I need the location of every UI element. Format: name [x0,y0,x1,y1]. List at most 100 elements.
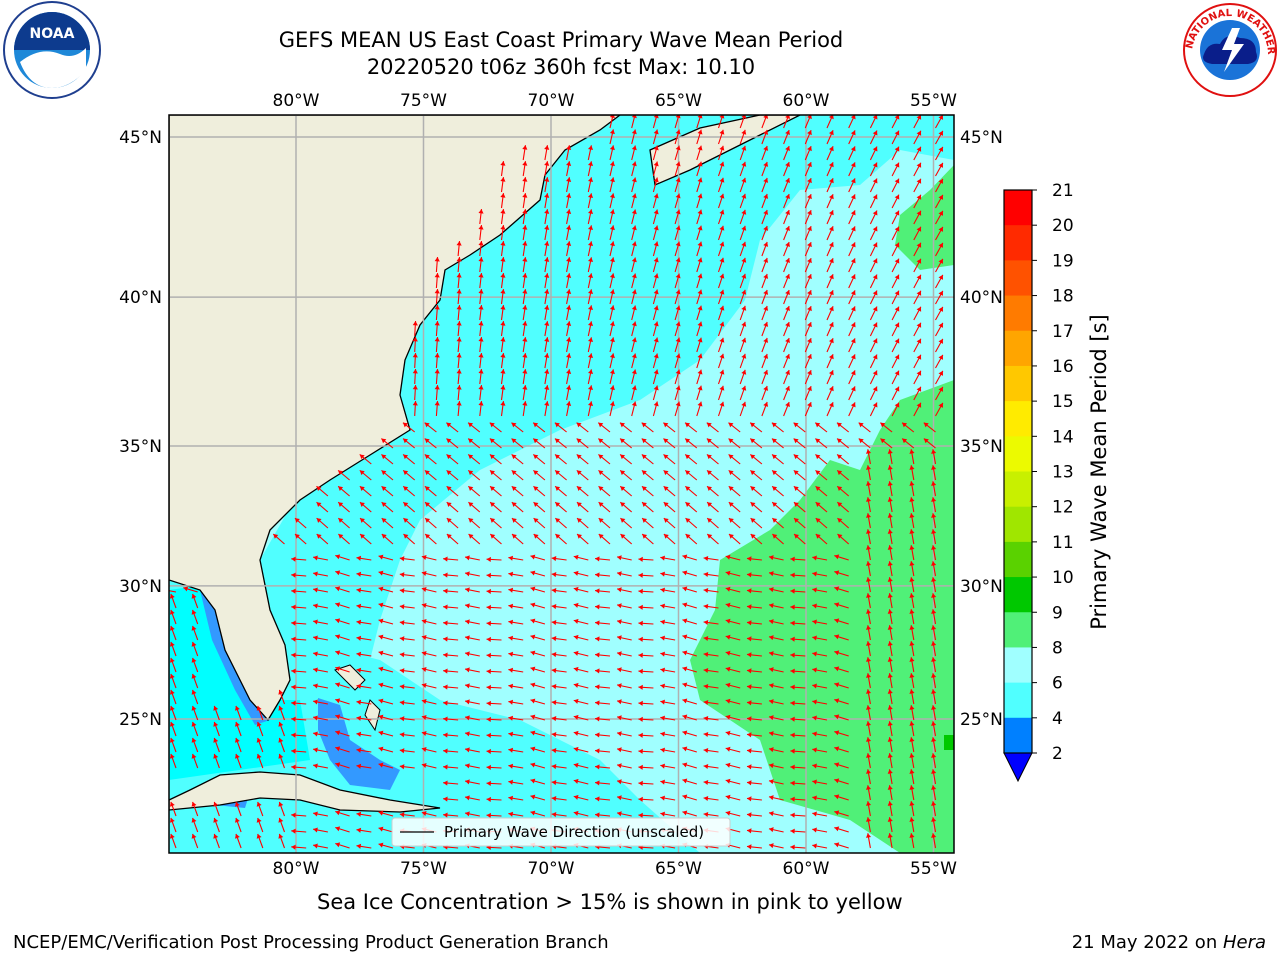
wave-arrow [866,641,872,657]
wave-arrow [191,625,199,641]
wave-arrow [412,336,418,353]
wave-arrow [573,586,589,593]
wave-arrow [725,650,741,657]
wave-arrow [804,401,812,417]
wave-arrow [887,577,893,593]
wave-arrow [576,454,589,465]
wave-arrow [739,257,747,273]
wave-arrow [544,401,550,417]
wave-arrow [316,501,329,513]
wave-arrow [913,242,922,257]
wave-arrow [421,763,437,769]
wave-arrow [771,438,784,449]
wave-arrow [909,593,915,609]
wave-arrow [706,454,719,465]
wave-arrow [923,422,936,433]
wave-arrow [598,517,611,529]
wave-arrow [790,668,806,674]
wave-arrow [869,178,878,193]
wave-arrow [587,289,594,305]
wave-arrow [768,843,784,849]
wave-arrow [619,438,633,449]
wave-arrow [804,129,812,145]
wave-arrow [768,779,784,785]
wave-arrow [544,385,550,401]
colorbar-segment [1004,612,1032,648]
colorbar-tick-label: 18 [1052,287,1074,307]
wave-arrow [638,812,654,818]
wave-arrow [663,501,676,513]
wave-arrow [443,604,459,610]
wave-arrow [717,225,725,241]
wave-arrow [790,732,806,738]
wave-arrow [631,209,637,225]
wave-arrow [728,438,741,449]
wave-arrow [706,517,719,529]
wave-arrow [544,353,550,369]
wave-arrow [887,657,893,673]
land-cuba [169,771,441,813]
wave-arrow [931,465,937,481]
wave-arrow [616,715,632,721]
wave-arrow [834,794,849,801]
wave-arrow [551,812,567,818]
wave-arrow [652,401,659,417]
wave-arrow [508,795,524,801]
colorbar-tick-label: 17 [1052,322,1074,342]
wave-arrow [478,273,484,289]
wave-arrow [434,369,440,385]
wave-arrow [631,115,637,129]
longitude-label: 55°W [910,859,957,879]
wave-arrow [717,161,725,177]
wave-arrow [834,698,849,705]
wave-arrow [696,273,703,289]
wave-arrow [848,194,856,209]
wave-arrow [595,780,611,786]
wave-arrow [464,795,480,801]
wave-arrow [489,438,502,449]
wave-arrow [609,401,615,417]
wave-arrow [909,625,915,641]
wave-arrow [399,620,415,626]
wave-arrow [663,469,676,481]
wave-arrow [866,689,872,705]
wave-arrow [235,817,242,833]
wave-arrow [464,555,480,561]
wave-arrow [291,844,307,850]
wave-arrow [316,485,329,497]
wave-arrow [696,129,703,145]
wave-arrow [421,715,437,721]
wave-arrow [836,422,850,433]
wave-arrow [739,129,747,145]
wave-arrow [660,683,676,689]
wave-arrow [826,402,834,417]
wave-arrow [717,337,725,353]
wave-arrow [682,746,697,753]
wave-arrow [725,714,741,721]
wave-arrow [378,634,394,641]
wave-arrow [573,618,589,625]
wave-arrow [486,684,502,691]
wave-arrow [909,753,915,769]
wave-arrow [595,668,611,674]
wave-arrow [652,209,659,225]
wave-arrow [544,321,550,337]
wave-arrow [587,177,594,193]
wave-arrow [573,554,589,561]
wave-arrow [443,796,459,802]
wave-arrow [446,501,459,513]
wave-arrow [909,609,915,625]
wave-arrow [703,587,719,594]
wave-arrow [587,145,594,161]
wave-arrow [335,730,350,737]
wave-arrow [631,289,637,305]
wave-arrow [674,225,681,241]
wave-arrow [703,715,719,722]
wave-arrow [421,651,437,657]
wave-arrow [566,161,572,177]
wave-arrow [533,517,546,529]
wave-arrow [674,193,681,209]
wave-arrow [508,667,524,673]
wave-arrow [402,438,416,449]
wave-arrow [478,369,484,385]
